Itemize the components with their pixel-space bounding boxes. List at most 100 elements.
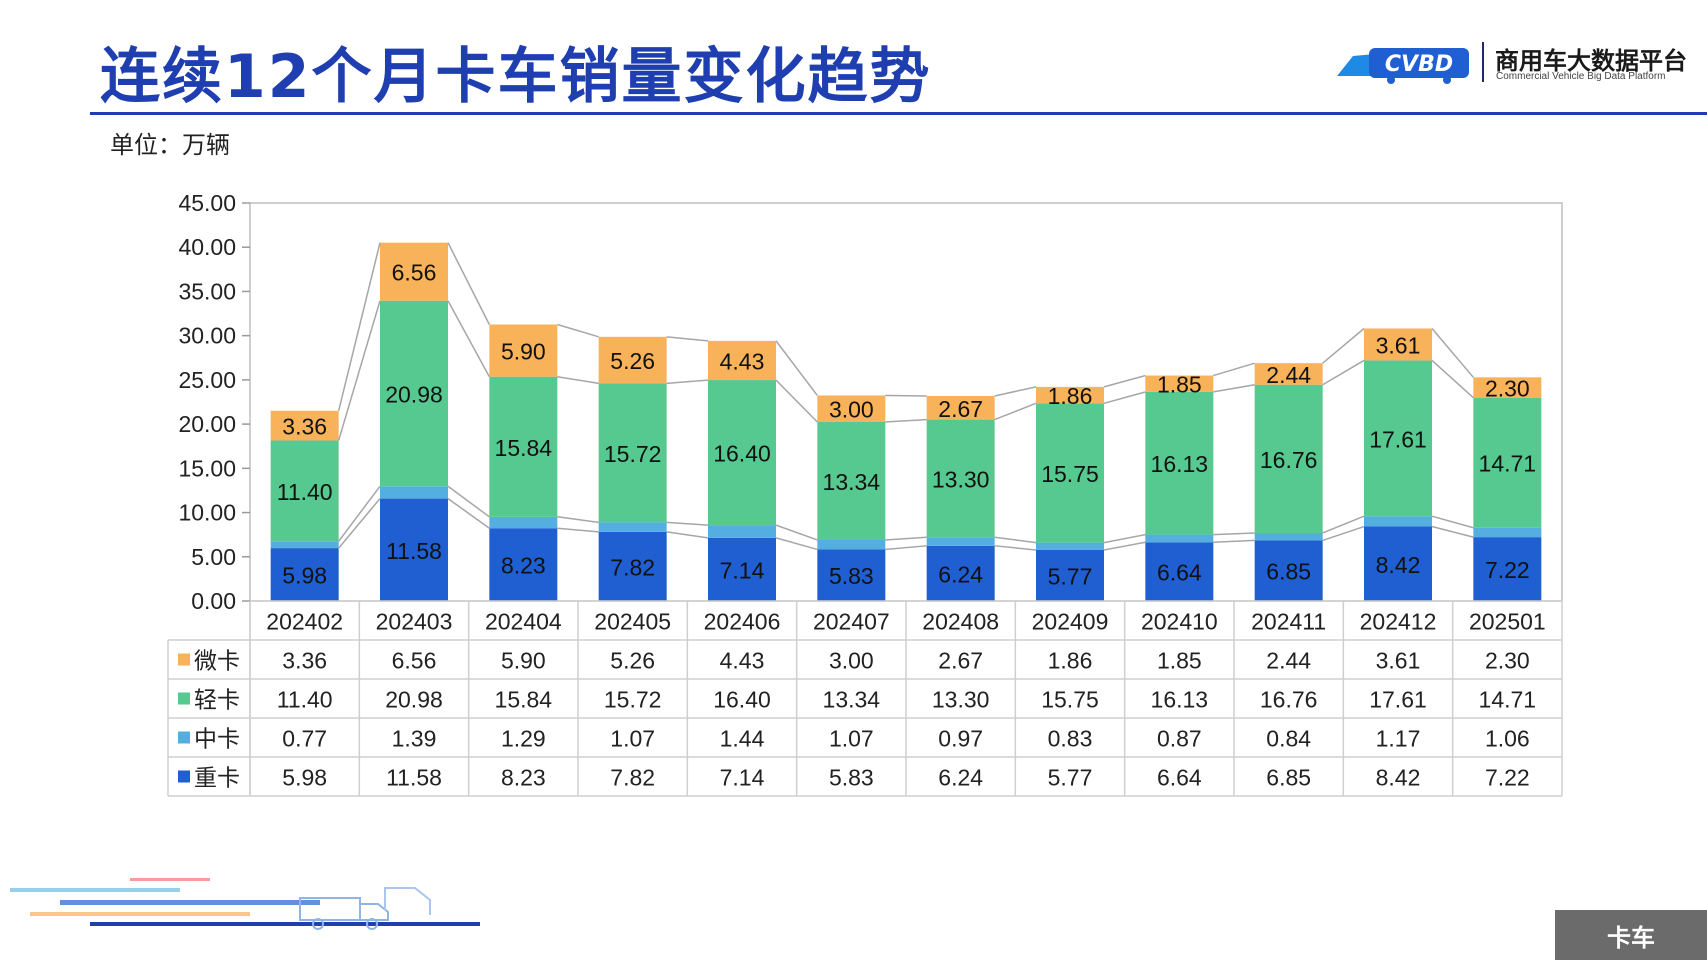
series-line-微卡 xyxy=(1103,374,1146,388)
bar-轻卡 xyxy=(598,383,667,523)
series-line-重卡 xyxy=(885,545,927,551)
table-cell: 5.26 xyxy=(610,648,655,674)
bar-中卡 xyxy=(489,516,558,529)
series-line-重卡 xyxy=(994,545,1037,551)
table-cell: 15.84 xyxy=(495,687,553,713)
data-label-轻卡: 17.61 xyxy=(1369,426,1427,452)
y-tick-label: 10.00 xyxy=(178,500,236,526)
series-line-中卡 xyxy=(447,485,490,518)
series-line-轻卡 xyxy=(447,300,490,378)
data-label-微卡: 1.85 xyxy=(1157,372,1202,398)
series-line-重卡 xyxy=(557,527,599,533)
data-label-重卡: 8.23 xyxy=(501,553,546,579)
bar-微卡 xyxy=(1145,375,1214,392)
table-cell: 0.97 xyxy=(938,726,983,752)
data-label-微卡: 2.30 xyxy=(1485,375,1530,401)
legend-swatch-微卡 xyxy=(178,653,190,666)
series-line-中卡 xyxy=(994,536,1037,544)
series-line-重卡 xyxy=(338,498,381,549)
bar-轻卡 xyxy=(1254,384,1323,533)
data-label-轻卡: 16.40 xyxy=(713,441,771,467)
table-cell: 6.56 xyxy=(392,648,437,674)
series-line-重卡 xyxy=(775,537,818,551)
data-label-轻卡: 13.34 xyxy=(823,469,881,495)
series-line-微卡 xyxy=(1322,327,1365,364)
table-cell: 1.39 xyxy=(392,726,437,752)
y-tick-label: 15.00 xyxy=(178,455,236,481)
table-cell: 8.23 xyxy=(501,765,546,791)
svg-text:CVBD: CVBD xyxy=(1385,52,1453,77)
series-line-轻卡 xyxy=(666,379,709,385)
y-tick-label: 30.00 xyxy=(178,323,236,349)
data-label-重卡: 7.14 xyxy=(720,557,765,583)
series-line-轻卡 xyxy=(885,418,927,423)
table-cell: 11.58 xyxy=(386,765,442,791)
table-cell: 0.77 xyxy=(282,726,327,752)
y-tick-label: 25.00 xyxy=(178,367,236,393)
data-label-微卡: 5.90 xyxy=(501,339,546,365)
table-cell: 1.29 xyxy=(501,726,546,752)
series-line-中卡 xyxy=(775,524,818,541)
data-label-微卡: 5.26 xyxy=(610,348,655,374)
table-cell: 15.75 xyxy=(1041,687,1099,713)
y-tick-label: 0.00 xyxy=(191,588,236,614)
table-cell: 13.30 xyxy=(932,687,990,713)
table-cell: 6.24 xyxy=(938,765,983,791)
series-line-轻卡 xyxy=(1103,391,1146,405)
table-cell: 15.72 xyxy=(604,687,662,713)
data-label-重卡: 6.24 xyxy=(938,561,983,587)
table-cell: 16.40 xyxy=(713,687,771,713)
bar-轻卡 xyxy=(1145,391,1214,535)
bar-重卡 xyxy=(1254,540,1323,601)
y-tick-label: 5.00 xyxy=(191,544,236,570)
table-cell: 0.83 xyxy=(1048,726,1093,752)
data-label-微卡: 2.67 xyxy=(938,396,983,422)
page-title: 连续12个月卡车销量变化趋势 xyxy=(100,42,932,112)
bar-重卡 xyxy=(598,531,667,601)
series-line-微卡 xyxy=(337,242,381,411)
series-line-微卡 xyxy=(994,386,1037,397)
x-category-label: 202404 xyxy=(485,609,562,635)
table-cell: 2.44 xyxy=(1266,648,1311,674)
series-line-重卡 xyxy=(666,531,709,539)
table-cell: 16.13 xyxy=(1151,687,1209,713)
logo-divider xyxy=(1482,42,1484,82)
logo-text-cn: 商用车大数据平台 xyxy=(1495,47,1687,75)
x-category-label: 202410 xyxy=(1141,609,1218,635)
legend-label-微卡: 微卡 xyxy=(194,649,240,675)
table-cell: 1.44 xyxy=(720,726,765,752)
data-label-轻卡: 15.84 xyxy=(495,435,553,461)
bar-轻卡 xyxy=(489,376,558,517)
data-label-微卡: 3.61 xyxy=(1376,332,1421,358)
series-line-中卡 xyxy=(885,536,927,541)
table-cell: 7.82 xyxy=(610,765,655,791)
x-category-label: 202408 xyxy=(922,609,999,635)
table-cell: 2.30 xyxy=(1485,648,1530,674)
series-line-轻卡 xyxy=(1213,384,1255,393)
data-label-轻卡: 11.40 xyxy=(277,479,333,505)
data-label-微卡: 1.86 xyxy=(1048,383,1093,409)
data-label-轻卡: 16.13 xyxy=(1151,451,1209,477)
table-cell: 3.36 xyxy=(282,648,327,674)
series-line-微卡 xyxy=(885,394,927,397)
table-cell: 1.85 xyxy=(1157,648,1202,674)
bar-中卡 xyxy=(270,541,339,549)
bar-轻卡 xyxy=(1364,360,1432,517)
series-line-中卡 xyxy=(338,485,381,542)
bar-重卡 xyxy=(708,537,776,601)
y-tick-label: 35.00 xyxy=(178,278,236,304)
series-line-轻卡 xyxy=(1322,359,1365,386)
bar-重卡 xyxy=(926,545,995,601)
bar-中卡 xyxy=(926,537,995,546)
cvbd-logo-icon: CVBD xyxy=(1337,48,1469,84)
bar-中卡 xyxy=(380,486,448,499)
legend-swatch-中卡 xyxy=(178,731,190,744)
bar-轻卡 xyxy=(817,421,886,540)
data-label-轻卡: 20.98 xyxy=(385,382,443,408)
table-cell: 1.17 xyxy=(1376,726,1421,752)
x-category-label: 202405 xyxy=(594,609,671,635)
series-line-轻卡 xyxy=(994,402,1037,421)
table-cell: 7.14 xyxy=(720,765,765,791)
data-label-轻卡: 13.30 xyxy=(932,466,990,492)
bar-中卡 xyxy=(817,539,886,550)
